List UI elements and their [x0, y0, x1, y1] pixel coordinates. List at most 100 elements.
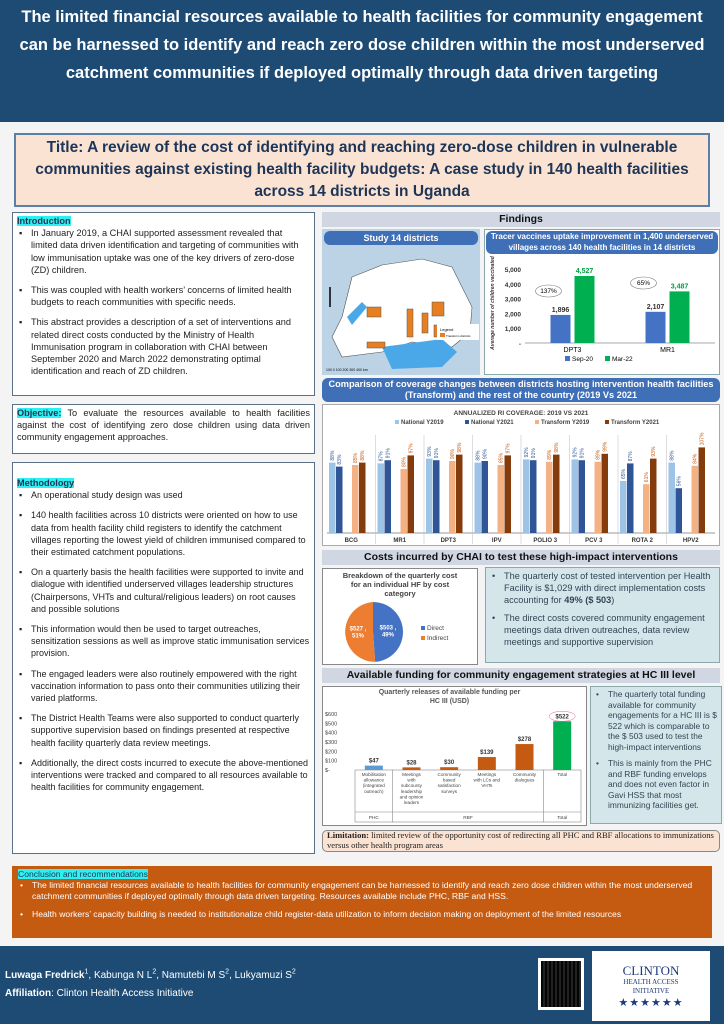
legend-swatch	[605, 356, 610, 361]
bar	[668, 462, 675, 533]
x-tick-label: DPT3	[564, 347, 582, 354]
list-item: This was coupled with health workers’ co…	[17, 284, 310, 308]
coverage-heading: Comparison of coverage changes between d…	[322, 378, 720, 402]
legend-swatch	[535, 420, 539, 424]
bar	[384, 460, 391, 533]
bar	[645, 311, 666, 343]
x-tick-label: POLIO 3	[533, 538, 557, 544]
x-tick-label: Mobilisation allowance (integrated outreach…	[362, 772, 387, 794]
bar	[400, 469, 407, 533]
slice-label: $503 , 49%	[380, 625, 397, 638]
bar	[402, 767, 421, 770]
bar	[546, 461, 553, 533]
x-tick-label: IPV	[492, 538, 502, 544]
map-scale: 100 0 100 200 300 400 km	[326, 368, 368, 372]
data-label: 3,487	[671, 283, 689, 290]
funding-chart: $- $100 $200 $300 $400 $500 $600 $47 Mobilisatio…	[325, 711, 582, 823]
data-label: 88%	[670, 450, 676, 461]
x-tick-label: Meetings with subcounty leadership and opini…	[400, 772, 424, 805]
bar	[571, 459, 578, 533]
bar	[650, 458, 657, 533]
introduction-heading: Introduction	[17, 216, 71, 226]
bar	[627, 463, 634, 533]
data-label: 4,527	[576, 268, 594, 275]
legend-label: National Y2021	[471, 420, 514, 426]
cost-highlight: 49% ($ 503	[564, 595, 612, 605]
limitation-label: Limitation:	[327, 830, 370, 840]
data-label: 93%	[651, 446, 657, 457]
author-sup: 2	[291, 969, 296, 976]
data-label: 1,896	[552, 307, 570, 314]
logo-line-3: INITIATIVE	[632, 987, 670, 995]
legend-label: Mar-22	[612, 356, 633, 363]
coverage-chart-panel: ANNUALIZED RI COVERAGE: 2019 VS 2021 Nati…	[322, 404, 720, 546]
chai-logo: CLINTON HEALTH ACCESS INITIATIVE ★★★★★★	[592, 951, 710, 1021]
data-label: 97%	[506, 443, 512, 454]
author-name: Namutebi M S	[161, 970, 226, 982]
map-panel: Study 14 districts Legend Transform dist…	[322, 229, 480, 375]
chart-title: ANNUALIZED RI COVERAGE: 2019 VS 2021	[454, 410, 589, 417]
data-label: $28	[406, 760, 417, 766]
data-label: 89%	[547, 449, 553, 460]
tracer-chart-panel: Tracer vaccines uptake improvement in 1,…	[484, 229, 720, 375]
bar	[523, 459, 530, 533]
y-tick-label: 1,000	[505, 326, 522, 333]
objective-section: Objective: To evaluate the resources ava…	[12, 404, 315, 454]
y-tick-label: 4,000	[505, 282, 522, 289]
x-tick-label: MR1	[393, 538, 406, 544]
x-tick-label: ROTA 2	[632, 538, 654, 544]
x-tick-label: Meetings with LCs and VHTs	[474, 772, 501, 788]
legend-label: Indirect	[427, 635, 449, 642]
bar	[698, 447, 705, 533]
cost-bullet-1: The quarterly cost of tested interventio…	[490, 570, 715, 606]
author-name: Luwaga Fredrick	[5, 970, 85, 982]
data-label: $47	[369, 759, 380, 765]
change-ellipse	[535, 284, 562, 298]
category-table	[354, 769, 582, 823]
bar	[474, 462, 481, 533]
authors: Luwaga Fredrick1, Kabunga N L2, Namutebi…	[5, 969, 296, 981]
tracer-chart-title: Tracer vaccines uptake improvement in 1,…	[486, 231, 718, 254]
bar	[574, 276, 595, 343]
author: Lukyamuzi S2	[235, 969, 296, 981]
bar	[643, 484, 650, 533]
data-label: 84%	[693, 453, 699, 464]
objective-text: To evaluate the resources available to h…	[17, 408, 310, 443]
data-label: 93%	[427, 446, 433, 457]
bar	[594, 461, 601, 533]
list-item: 140 health facilities across 10 district…	[17, 509, 310, 558]
legend-swatch	[465, 420, 469, 424]
y-tick-label: $400	[325, 731, 337, 737]
data-label: 98%	[554, 442, 560, 453]
legend-swatch	[605, 420, 609, 424]
y-tick-label: $500	[325, 721, 337, 727]
slice-label: $527 , 51%	[350, 627, 367, 640]
pie-chart-panel: Breakdown of the quarterly cost for an i…	[322, 568, 478, 665]
pie-slice	[345, 602, 376, 662]
lake-victoria	[382, 339, 457, 369]
list-item: This is mainly from the PHC and RBF fund…	[594, 758, 718, 811]
data-label: 83%	[337, 454, 343, 465]
map-title: Study 14 districts	[324, 231, 478, 245]
map-legend	[437, 324, 479, 340]
bar	[553, 721, 572, 770]
data-label: 88%	[476, 450, 482, 461]
qr-code[interactable]	[538, 958, 584, 1010]
title-text: Title: A review of the cost of identifyi…	[35, 139, 689, 200]
legend-label: Transform Y2019	[541, 420, 590, 426]
bar	[352, 465, 359, 533]
coverage-chart: ANNUALIZED RI COVERAGE: 2019 VS 2021 Nati…	[327, 410, 715, 544]
bar	[359, 462, 366, 533]
bar	[515, 744, 534, 770]
data-label: 85%	[499, 452, 505, 463]
x-tick-label: Community dialogues	[513, 772, 537, 783]
data-label: 80%	[402, 456, 408, 467]
bar	[620, 481, 627, 533]
x-tick-label: Community based satisfaction surveys	[438, 772, 462, 794]
logo-stars-icon: ★★★★★★	[618, 997, 684, 1009]
bar	[449, 461, 456, 533]
limitation-text: limited review of the opportunity cost o…	[327, 830, 714, 850]
author: Namutebi M S2,	[161, 969, 235, 982]
y-tick-label: $-	[325, 768, 330, 774]
bar	[504, 455, 511, 533]
